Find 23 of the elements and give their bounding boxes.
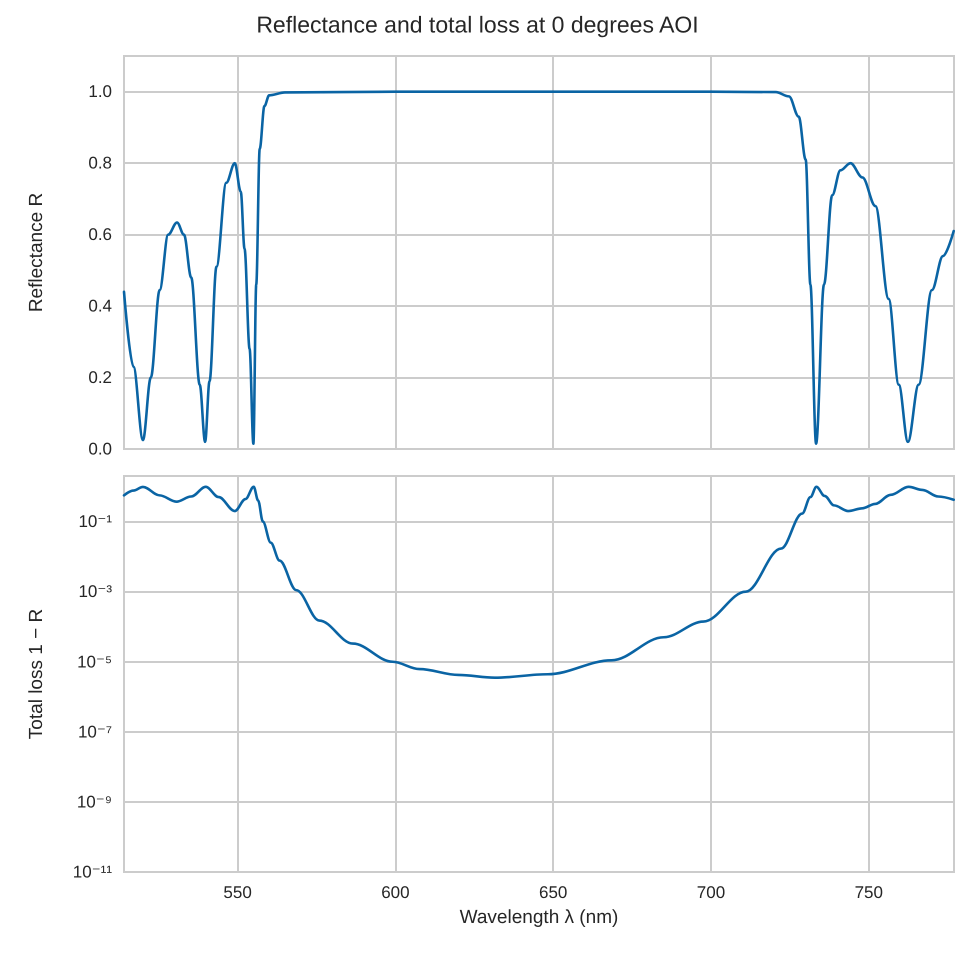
y-tick-label: 10⁻⁷ [78,722,112,742]
x-axis-title: Wavelength λ (nm) [460,907,618,928]
y-tick-label: 0.6 [88,225,112,244]
y-tick-label: 10⁻⁵ [77,652,112,672]
x-tick-label: 650 [539,883,568,902]
y-tick-label: 10⁻¹¹ [72,862,112,882]
chart-title: Reflectance and total loss at 0 degrees AOI [256,12,699,38]
line-series [122,485,955,680]
y-tick-label: 10⁻⁹ [76,792,112,812]
y-axis-title: Total loss 1 − R [26,608,47,740]
x-tick-label: 750 [854,883,883,902]
y-tick-label: 1.0 [88,82,112,102]
y-tick-label: 0.8 [88,154,112,173]
y-tick-label: 0.0 [88,440,112,458]
y-tick-label: 10⁻¹ [78,512,112,532]
y-tick-label: 0.4 [88,296,112,316]
y-tick-label: 10⁻³ [78,582,112,602]
line-series [122,90,955,445]
x-tick-label: 550 [223,883,252,902]
x-tick-label: 700 [696,883,726,902]
y-axis-title: Reflectance R [26,192,47,312]
y-tick-label: 0.2 [88,368,112,388]
x-tick-label: 600 [381,883,410,902]
